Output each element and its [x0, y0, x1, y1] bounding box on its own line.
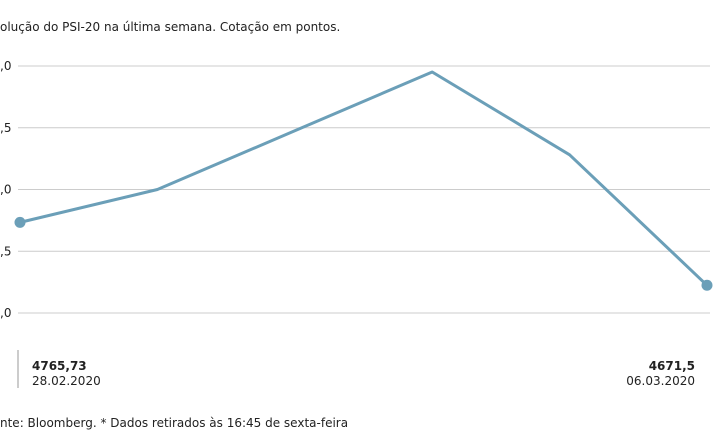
- y-tick-label: ,0: [0, 306, 11, 320]
- value-label: 4671,5: [649, 359, 695, 373]
- y-tick-label: ,0: [0, 183, 11, 197]
- x-tick-label: 06.03.2020: [626, 374, 695, 388]
- line: [19, 70, 709, 287]
- value-label: 4765,73: [32, 359, 87, 373]
- point: [701, 279, 713, 291]
- source: nte: Bloomberg. * Dados retirados às 16:…: [0, 416, 348, 430]
- y-tick-label: ,5: [0, 244, 11, 258]
- chart-title: olução do PSI-20 na última semana. Cotaç…: [0, 20, 340, 34]
- point: [14, 216, 26, 228]
- y-tick-label: ,5: [0, 121, 11, 135]
- y-tick-label: ,0: [0, 59, 11, 73]
- x-tick-label: 28.02.2020: [32, 374, 101, 388]
